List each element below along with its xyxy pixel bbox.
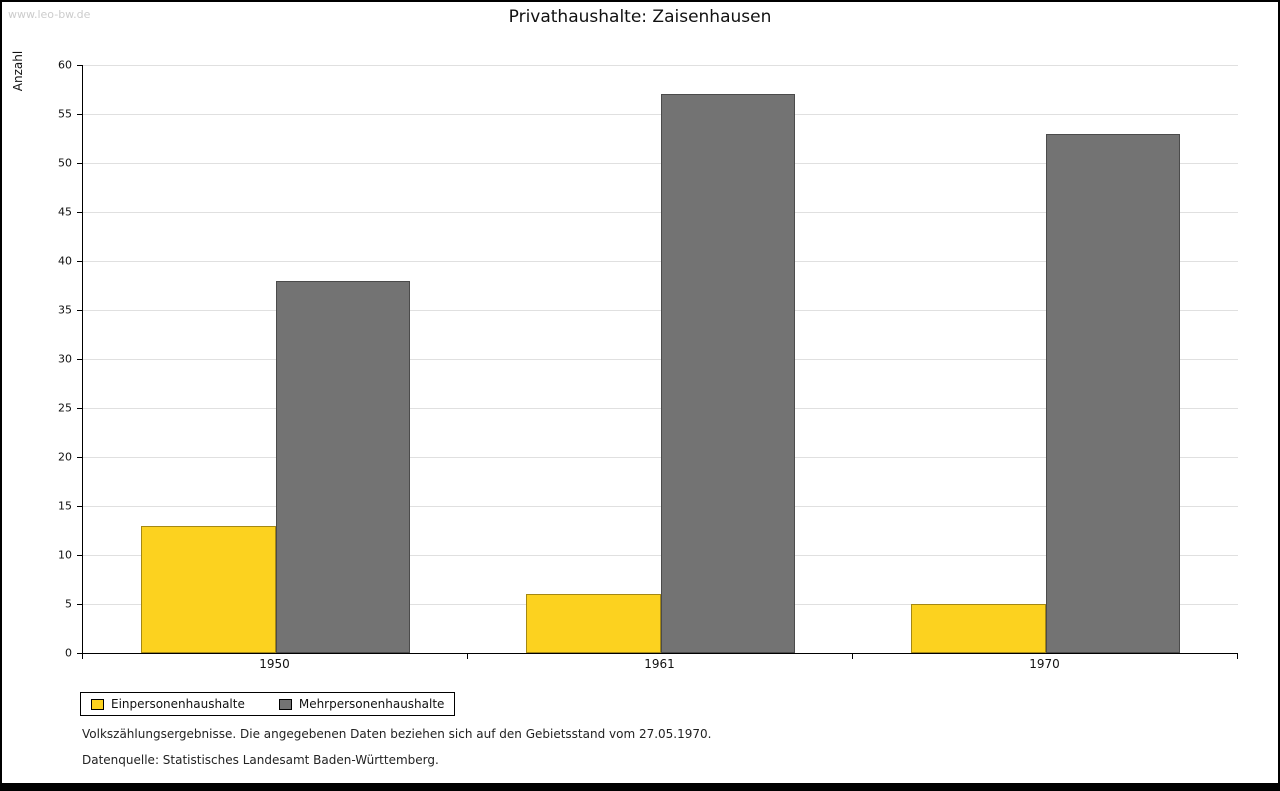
y-tick-label-45: 45 bbox=[58, 205, 72, 219]
y-tick-label-30: 30 bbox=[58, 352, 72, 366]
bar-mehrpersonenhaushalte-1970 bbox=[1045, 133, 1181, 653]
x-tick-mark-3 bbox=[1237, 654, 1238, 659]
chart-title: Privathaushalte: Zaisenhausen bbox=[508, 7, 772, 27]
bar-einpersonenhaushalte-1970 bbox=[910, 604, 1046, 653]
gridline-60 bbox=[83, 65, 1238, 66]
legend-item-einpersonenhaushalte: Einpersonenhaushalte bbox=[91, 697, 245, 711]
bar-einpersonenhaushalte-1961 bbox=[525, 594, 661, 653]
bar-einpersonenhaushalte-1950 bbox=[140, 525, 276, 653]
y-tick-label-55: 55 bbox=[58, 107, 72, 121]
bar-mehrpersonenhaushalte-1961 bbox=[660, 94, 796, 653]
y-tick-mark-55 bbox=[77, 114, 82, 115]
y-tick-mark-0 bbox=[77, 653, 82, 654]
plot-area bbox=[82, 65, 1238, 654]
y-tick-label-20: 20 bbox=[58, 450, 72, 464]
x-tick-mark-1 bbox=[467, 654, 468, 659]
y-tick-mark-30 bbox=[77, 359, 82, 360]
x-axis: 1950 1961 1970 bbox=[82, 654, 1238, 678]
y-tick-mark-5 bbox=[77, 604, 82, 605]
y-tick-label-35: 35 bbox=[58, 303, 72, 317]
y-tick-label-0: 0 bbox=[65, 646, 72, 660]
y-tick-label-15: 15 bbox=[58, 499, 72, 513]
y-tick-label-40: 40 bbox=[58, 254, 72, 268]
legend-label: Mehrpersonenhaushalte bbox=[298, 697, 445, 711]
y-tick-mark-15 bbox=[77, 506, 82, 507]
footnote-data-source: Datenquelle: Statistisches Landesamt Bad… bbox=[82, 753, 439, 767]
y-tick-mark-25 bbox=[77, 408, 82, 409]
y-tick-mark-45 bbox=[77, 212, 82, 213]
legend-label: Einpersonenhaushalte bbox=[111, 697, 245, 711]
y-tick-mark-35 bbox=[77, 310, 82, 311]
x-tick-mark-0 bbox=[82, 654, 83, 659]
y-tick-mark-20 bbox=[77, 457, 82, 458]
y-tick-mark-10 bbox=[77, 555, 82, 556]
y-tick-mark-60 bbox=[77, 65, 82, 66]
x-tick-label-1950: 1950 bbox=[259, 657, 290, 671]
x-tick-label-1970: 1970 bbox=[1029, 657, 1060, 671]
y-tick-label-50: 50 bbox=[58, 156, 72, 170]
legend-swatch-einpersonenhaushalte bbox=[91, 698, 104, 710]
x-tick-label-1961: 1961 bbox=[644, 657, 675, 671]
watermark-text: www.leo-bw.de bbox=[8, 8, 91, 21]
y-axis: 0 5 10 15 20 25 30 35 40 45 50 55 60 bbox=[2, 59, 82, 660]
y-tick-label-25: 25 bbox=[58, 401, 72, 415]
x-tick-mark-2 bbox=[852, 654, 853, 659]
y-tick-mark-40 bbox=[77, 261, 82, 262]
footnote-source-note: Volkszählungsergebnisse. Die angegebenen… bbox=[82, 727, 712, 741]
bar-mehrpersonenhaushalte-1950 bbox=[275, 280, 411, 653]
y-tick-label-60: 60 bbox=[58, 58, 72, 72]
legend: Einpersonenhaushalte Mehrpersonenhaushalt… bbox=[80, 692, 456, 716]
y-tick-mark-50 bbox=[77, 163, 82, 164]
legend-item-mehrpersonenhaushalte: Mehrpersonenhaushalte bbox=[278, 697, 445, 711]
y-tick-label-5: 5 bbox=[65, 597, 72, 611]
legend-swatch-mehrpersonenhaushalte bbox=[278, 698, 292, 710]
y-tick-label-10: 10 bbox=[58, 548, 72, 562]
